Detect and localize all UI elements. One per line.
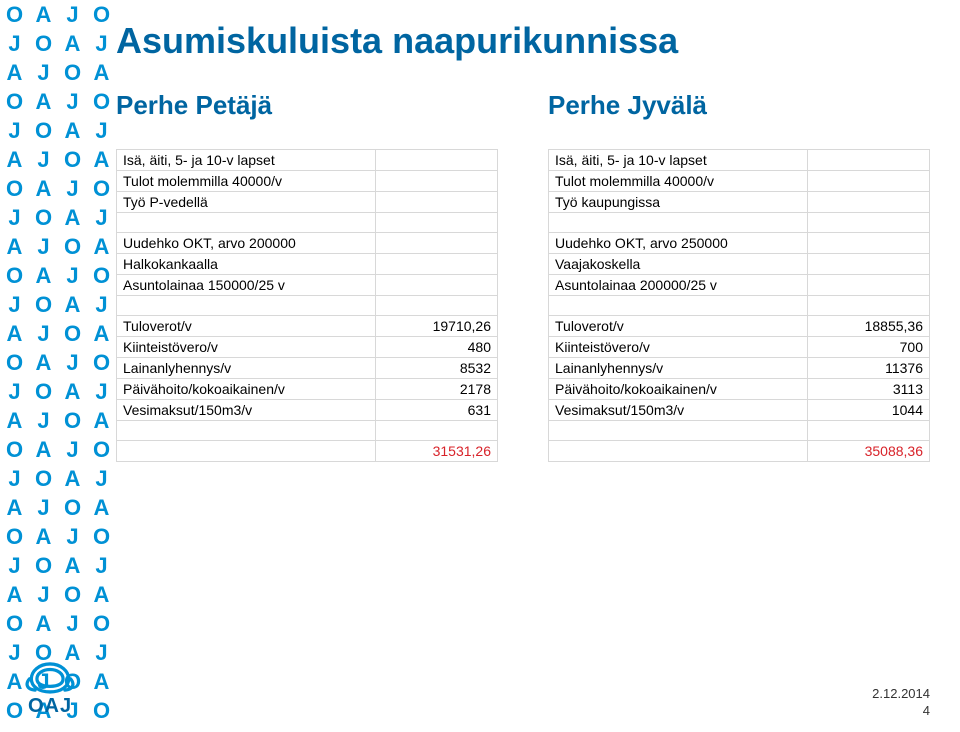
table-cell-value: 35088,36 [808, 441, 930, 462]
table-cell-label: Vesimaksut/150m3/v [549, 400, 808, 421]
table-cell-value [376, 150, 498, 171]
table-cell-value: 19710,26 [376, 316, 498, 337]
table-cell-label: Kiinteistövero/v [549, 337, 808, 358]
table-cell-label: Työ kaupungissa [549, 192, 808, 213]
table-cell-value [376, 213, 498, 233]
table-cell-label [117, 213, 376, 233]
table-cell-label: Päivähoito/kokoaikainen/v [549, 379, 808, 400]
table-cell-label: Tuloverot/v [549, 316, 808, 337]
table-cell-label: Vesimaksut/150m3/v [117, 400, 376, 421]
table-cell-value: 2178 [376, 379, 498, 400]
table-cell-label: Tulot molemmilla 40000/v [549, 171, 808, 192]
table-cell-label: Halkokankaalla [117, 254, 376, 275]
table-cell-value [808, 233, 930, 254]
table-cell-label [117, 296, 376, 316]
table-cell-label: Työ P-vedellä [117, 192, 376, 213]
left-column: Perhe Petäjä Isä, äiti, 5- ja 10-v lapse… [116, 90, 498, 462]
table-cell-value: 3113 [808, 379, 930, 400]
left-table: Isä, äiti, 5- ja 10-v lapsetTulot molemm… [116, 149, 498, 462]
table-cell-label: Tuloverot/v [117, 316, 376, 337]
table-cell-label: Uudehko OKT, arvo 200000 [117, 233, 376, 254]
table-cell-value [808, 296, 930, 316]
table-cell-value [808, 254, 930, 275]
page-title: Asumiskuluista naapurikunnissa [116, 20, 930, 62]
table-cell-label: Uudehko OKT, arvo 250000 [549, 233, 808, 254]
table-cell-value [808, 421, 930, 441]
table-cell-value [808, 150, 930, 171]
table-cell-label [117, 421, 376, 441]
table-cell-label [549, 441, 808, 462]
table-cell-value: 631 [376, 400, 498, 421]
table-cell-value: 700 [808, 337, 930, 358]
table-cell-value [376, 421, 498, 441]
table-cell-label: Asuntolainaa 150000/25 v [117, 275, 376, 296]
table-cell-value [808, 171, 930, 192]
table-cell-label: Lainanlyhennys/v [117, 358, 376, 379]
table-cell-label: Asuntolainaa 200000/25 v [549, 275, 808, 296]
table-cell-label: Vaajakoskella [549, 254, 808, 275]
table-cell-label: Päivähoito/kokoaikainen/v [117, 379, 376, 400]
table-cell-value: 31531,26 [376, 441, 498, 462]
table-cell-value: 8532 [376, 358, 498, 379]
table-cell-value: 1044 [808, 400, 930, 421]
table-cell-label: Tulot molemmilla 40000/v [117, 171, 376, 192]
right-table: Isä, äiti, 5- ja 10-v lapsetTulot molemm… [548, 149, 930, 462]
table-cell-value: 11376 [808, 358, 930, 379]
table-cell-label: Kiinteistövero/v [117, 337, 376, 358]
table-cell-value: 480 [376, 337, 498, 358]
table-cell-label: Isä, äiti, 5- ja 10-v lapset [117, 150, 376, 171]
right-column-title: Perhe Jyvälä [548, 90, 930, 121]
table-cell-value [376, 192, 498, 213]
table-cell-value: 18855,36 [808, 316, 930, 337]
table-cell-value [376, 296, 498, 316]
table-cell-value [376, 171, 498, 192]
table-cell-value [808, 213, 930, 233]
table-cell-label: Isä, äiti, 5- ja 10-v lapset [549, 150, 808, 171]
table-cell-label [549, 213, 808, 233]
table-cell-value [376, 254, 498, 275]
table-cell-label [549, 421, 808, 441]
table-cell-label: Lainanlyhennys/v [549, 358, 808, 379]
table-cell-value [376, 233, 498, 254]
content-columns: Perhe Petäjä Isä, äiti, 5- ja 10-v lapse… [116, 90, 930, 462]
table-cell-label [549, 296, 808, 316]
right-column: Perhe Jyvälä Isä, äiti, 5- ja 10-v lapse… [548, 90, 930, 462]
table-cell-value [808, 275, 930, 296]
table-cell-value [376, 275, 498, 296]
table-cell-value [808, 192, 930, 213]
left-column-title: Perhe Petäjä [116, 90, 498, 121]
table-cell-label [117, 441, 376, 462]
